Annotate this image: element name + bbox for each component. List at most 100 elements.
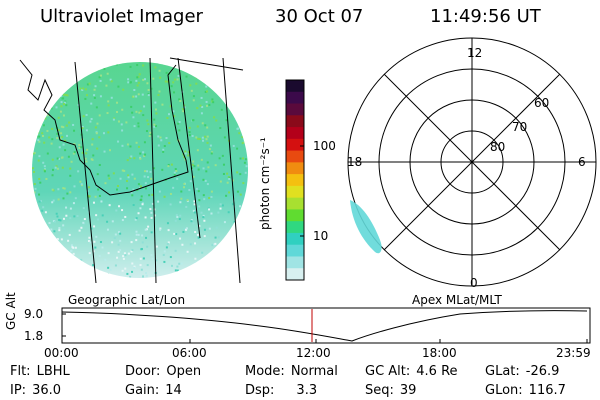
speckle-dot bbox=[203, 198, 206, 201]
mlt-label-0: 0 bbox=[470, 276, 478, 290]
speckle-dot bbox=[158, 69, 161, 72]
speckle-dot bbox=[73, 185, 76, 188]
speckle-dot bbox=[136, 76, 139, 79]
speckle-dot bbox=[81, 66, 84, 69]
speckle-dot bbox=[163, 277, 166, 278]
speckle-dot bbox=[153, 125, 156, 128]
speckle-dot bbox=[194, 261, 197, 264]
color-bar-segment bbox=[286, 268, 304, 281]
speckle-dot bbox=[90, 102, 93, 105]
speckle-dot bbox=[106, 273, 109, 276]
speckle-dot bbox=[57, 188, 60, 191]
speckle-dot bbox=[37, 159, 40, 162]
speckle-dot bbox=[76, 215, 79, 218]
speckle-dot bbox=[180, 190, 183, 193]
speckle-dot bbox=[196, 107, 199, 110]
speckle-dot bbox=[219, 203, 222, 206]
speckle-dot bbox=[186, 199, 189, 202]
timeline-xtick-1200: 12:00 bbox=[296, 346, 331, 360]
speckle-dot bbox=[236, 113, 239, 116]
speckle-dot bbox=[49, 66, 52, 69]
speckle-dot bbox=[153, 118, 156, 121]
speckle-dot bbox=[227, 211, 230, 214]
timeline-ylabel: GC Alt bbox=[4, 292, 18, 330]
speckle-dot bbox=[148, 135, 151, 138]
altitude-curve bbox=[61, 310, 588, 342]
speckle-dot bbox=[96, 147, 99, 150]
speckle-dot bbox=[172, 186, 175, 189]
speckle-dot bbox=[49, 74, 52, 77]
speckle-dot bbox=[161, 168, 164, 171]
speckle-dot bbox=[94, 126, 97, 129]
speckle-dot bbox=[91, 143, 94, 146]
speckle-dot bbox=[206, 227, 209, 230]
speckle-dot bbox=[205, 138, 208, 141]
speckle-dot bbox=[38, 193, 41, 196]
speckle-dot bbox=[173, 91, 176, 94]
speckle-dot bbox=[93, 88, 96, 91]
speckle-dot bbox=[163, 260, 166, 263]
speckle-dot bbox=[146, 82, 149, 85]
speckle-dot bbox=[165, 71, 168, 74]
speckle-dot bbox=[64, 73, 67, 76]
speckle-dot bbox=[149, 131, 152, 134]
speckle-dot bbox=[240, 115, 243, 118]
color-bar-segment bbox=[286, 150, 304, 163]
speckle-dot bbox=[119, 232, 122, 235]
speckle-dot bbox=[44, 117, 47, 120]
speckle-dot bbox=[48, 251, 51, 254]
speckle-dot bbox=[189, 180, 192, 183]
speckle-dot bbox=[247, 65, 248, 68]
speckle-dot bbox=[142, 257, 145, 260]
speckle-dot bbox=[82, 221, 85, 224]
speckle-dot bbox=[193, 211, 196, 214]
speckle-dot bbox=[37, 107, 40, 110]
speckle-dot bbox=[115, 209, 118, 212]
speckle-dot bbox=[55, 106, 58, 109]
speckle-dot bbox=[137, 183, 140, 186]
speckle-dot bbox=[63, 103, 66, 106]
speckle-dot bbox=[195, 76, 198, 79]
speckle-dot bbox=[41, 135, 44, 137]
speckle-dot bbox=[226, 181, 229, 184]
speckle-dot bbox=[81, 151, 84, 154]
speckle-dot bbox=[176, 269, 179, 272]
speckle-dot bbox=[132, 204, 135, 207]
speckle-dot bbox=[190, 219, 193, 222]
speckle-dot bbox=[214, 164, 217, 167]
speckle-dot bbox=[67, 82, 70, 85]
speckle-dot bbox=[246, 68, 248, 71]
speckle-dot bbox=[58, 157, 61, 160]
speckle-dot bbox=[87, 240, 90, 243]
speckle-dot bbox=[201, 122, 204, 125]
speckle-dot bbox=[208, 275, 211, 278]
speckle-dot bbox=[177, 139, 180, 142]
speckle-dot bbox=[183, 186, 186, 189]
speckle-dot bbox=[96, 218, 99, 221]
speckle-dot bbox=[213, 116, 216, 119]
color-bar-segment bbox=[286, 138, 304, 152]
speckle-dot bbox=[197, 190, 200, 193]
speckle-dot bbox=[242, 79, 245, 82]
speckle-dot bbox=[83, 218, 86, 221]
speckle-dot bbox=[166, 242, 169, 245]
color-bar-segment bbox=[286, 80, 304, 93]
speckle-dot bbox=[107, 252, 110, 255]
speckle-dot bbox=[107, 174, 110, 177]
speckle-dot bbox=[202, 259, 205, 262]
speckle-dot bbox=[199, 71, 202, 74]
speckle-dot bbox=[85, 152, 88, 155]
speckle-dot bbox=[198, 137, 201, 140]
speckle-dot bbox=[107, 100, 110, 103]
speckle-dot bbox=[245, 127, 248, 130]
speckle-dot bbox=[41, 209, 44, 212]
speckle-dot bbox=[47, 109, 50, 112]
speckle-dot bbox=[167, 165, 170, 168]
speckle-dot bbox=[151, 257, 154, 260]
speckle-dot bbox=[57, 256, 60, 259]
color-bar-segment bbox=[286, 103, 304, 116]
speckle-dot bbox=[153, 123, 156, 126]
speckle-dot bbox=[145, 277, 148, 278]
speckle-dot bbox=[117, 120, 120, 123]
speckle-dot bbox=[169, 256, 172, 259]
